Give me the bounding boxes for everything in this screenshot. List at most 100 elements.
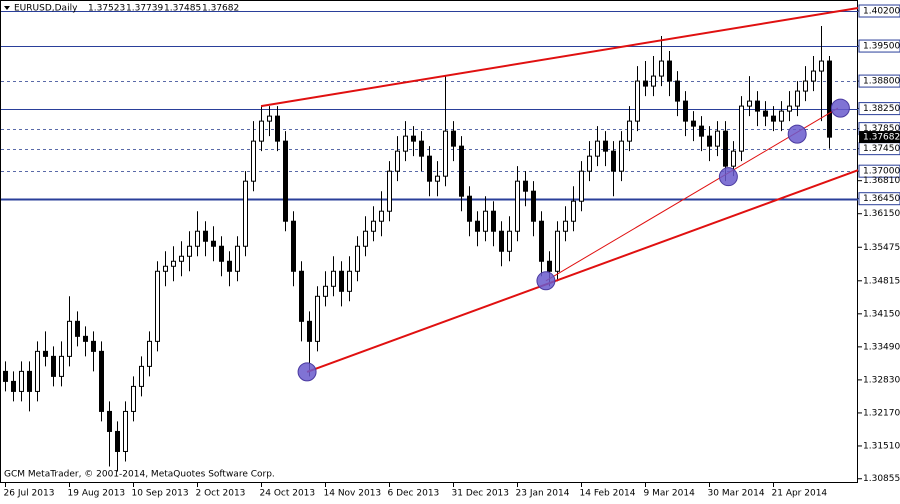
candle-body bbox=[300, 271, 304, 321]
candle-body bbox=[140, 366, 144, 386]
candle-body bbox=[644, 81, 648, 86]
candle-body bbox=[780, 111, 784, 121]
candle-body bbox=[516, 181, 520, 231]
candle-body bbox=[572, 201, 576, 221]
y-tick-label: 1.34815 bbox=[863, 276, 900, 286]
candle-body bbox=[740, 106, 744, 151]
candle-body bbox=[820, 61, 824, 71]
candle-body bbox=[444, 131, 448, 176]
candle-body bbox=[468, 196, 472, 221]
x-tick-label: 21 Apr 2014 bbox=[772, 489, 828, 499]
x-tick-label: 23 Jan 2014 bbox=[516, 489, 570, 499]
candle-body bbox=[68, 321, 72, 356]
quote: 1.37485 bbox=[164, 4, 201, 14]
x-tick-label: 9 Mar 2014 bbox=[644, 489, 696, 499]
current-price-label: 1.37682 bbox=[863, 133, 900, 143]
x-tick-label: 19 Aug 2013 bbox=[68, 489, 126, 499]
candle-body bbox=[692, 121, 696, 126]
pivot-marker bbox=[788, 125, 806, 143]
candle-body bbox=[404, 136, 408, 151]
candle-body bbox=[588, 156, 592, 171]
y-tick-label: 1.38250 bbox=[863, 104, 900, 114]
candle-body bbox=[84, 336, 88, 341]
y-tick-label: 1.37450 bbox=[863, 144, 900, 154]
candle-body bbox=[764, 111, 768, 116]
candle-body bbox=[244, 181, 248, 246]
candle-body bbox=[636, 81, 640, 121]
y-tick-label: 1.31510 bbox=[863, 441, 900, 451]
x-tick-label: 24 Oct 2013 bbox=[260, 489, 316, 499]
candle-body bbox=[540, 221, 544, 261]
candle-body bbox=[548, 261, 552, 271]
y-tick-label: 1.30855 bbox=[863, 474, 900, 484]
y-tick-label: 1.37000 bbox=[863, 167, 900, 177]
candle-body bbox=[60, 356, 64, 376]
candle-body bbox=[100, 351, 104, 411]
candle-body bbox=[76, 321, 80, 336]
candle-body bbox=[812, 71, 816, 81]
candle-body bbox=[724, 131, 728, 166]
candle-body bbox=[260, 121, 264, 141]
candle-body bbox=[20, 371, 24, 391]
candle-body bbox=[524, 181, 528, 191]
y-tick-label: 1.36450 bbox=[863, 194, 900, 204]
candle-body bbox=[700, 126, 704, 136]
candle-body bbox=[788, 106, 792, 111]
candle-body bbox=[612, 151, 616, 171]
candle-body bbox=[116, 431, 120, 451]
candle-body bbox=[428, 156, 432, 181]
candle-body bbox=[580, 171, 584, 201]
y-tick-label: 1.36150 bbox=[863, 209, 900, 219]
footer: GCM MetaTrader, © 2001-2014, MetaQuotes … bbox=[4, 470, 275, 480]
candle-body bbox=[412, 136, 416, 141]
candle-body bbox=[436, 176, 440, 181]
candle-body bbox=[92, 341, 96, 351]
candle-body bbox=[772, 116, 776, 121]
candle-body bbox=[236, 246, 240, 271]
pivot-marker bbox=[537, 272, 555, 290]
quote: 1.37523 bbox=[88, 4, 125, 14]
candle-body bbox=[684, 101, 688, 121]
candle-body bbox=[196, 231, 200, 246]
x-tick-label: 10 Sep 2013 bbox=[132, 489, 189, 499]
candle-body bbox=[220, 246, 224, 261]
candle-body bbox=[628, 121, 632, 141]
candle-body bbox=[556, 231, 560, 271]
candle-body bbox=[276, 116, 280, 141]
candle-body bbox=[748, 101, 752, 106]
candle-body bbox=[36, 351, 40, 391]
candle-body bbox=[668, 61, 672, 81]
candle-body bbox=[316, 296, 320, 341]
candle-body bbox=[252, 141, 256, 181]
candle-body bbox=[452, 131, 456, 146]
candle-body bbox=[132, 386, 136, 411]
candle-body bbox=[500, 231, 504, 251]
candle-body bbox=[716, 131, 720, 146]
candle-body bbox=[652, 76, 656, 86]
candle-body bbox=[332, 271, 336, 286]
candle-body bbox=[340, 271, 344, 291]
y-tick-label: 1.33490 bbox=[863, 342, 900, 352]
y-tick-label: 1.34150 bbox=[863, 309, 900, 319]
x-tick-label: 14 Feb 2014 bbox=[580, 489, 636, 499]
x-tick-label: 30 Mar 2014 bbox=[708, 489, 765, 499]
candle-body bbox=[828, 61, 832, 137]
y-tick-label: 1.36810 bbox=[863, 176, 900, 186]
candle-body bbox=[124, 411, 128, 451]
candle-body bbox=[308, 321, 312, 341]
y-tick-label: 1.40200 bbox=[863, 7, 900, 17]
candle-body bbox=[420, 141, 424, 156]
candle-body bbox=[292, 221, 296, 271]
candle-body bbox=[380, 211, 384, 221]
candle-body bbox=[388, 171, 392, 211]
candle-body bbox=[44, 351, 48, 356]
candle-body bbox=[28, 371, 32, 391]
candle-body bbox=[180, 256, 184, 261]
candle-body bbox=[108, 411, 112, 431]
candle-body bbox=[708, 136, 712, 146]
candle-body bbox=[324, 286, 328, 296]
pivot-marker bbox=[719, 168, 737, 186]
candle-body bbox=[796, 91, 800, 106]
candle-body bbox=[492, 211, 496, 231]
